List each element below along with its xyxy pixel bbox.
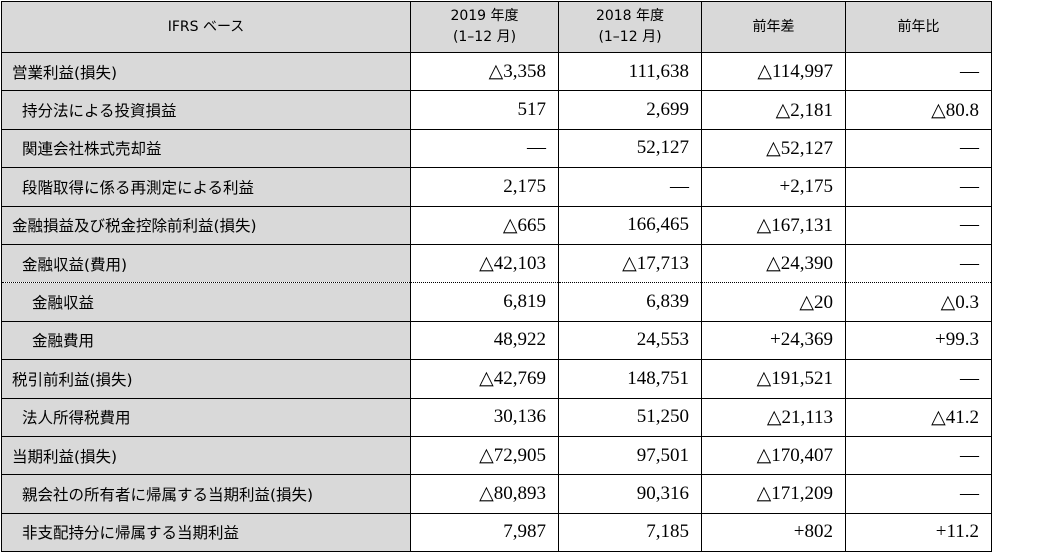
table-row: 法人所得税費用 30,136 51,250 △21,113 △41.2	[1, 397, 992, 437]
cell-ratio: △0.3	[845, 282, 992, 322]
cell-fy2019: 2,175	[410, 167, 559, 207]
row-label: 金融損益及び税金控除前利益(損失)	[1, 205, 411, 245]
cell-fy2018: 51,250	[558, 397, 702, 437]
table-row: 金融収益(費用) △42,103 △17,713 △24,390 —	[1, 243, 992, 284]
table-row: 金融損益及び税金控除前利益(損失) △665 166,465 △167,131 …	[1, 205, 992, 245]
header-fy2019: 2019 年度 (1–12 月)	[410, 1, 559, 53]
cell-ratio: —	[845, 243, 992, 284]
cell-fy2018: 97,501	[558, 435, 702, 476]
financial-table: IFRS ベース 2019 年度 (1–12 月) 2018 年度 (1–12 …	[1, 1, 992, 553]
cell-ratio: +99.3	[845, 320, 992, 361]
cell-diff: +24,369	[701, 320, 846, 361]
cell-fy2018: 148,751	[558, 359, 702, 399]
cell-fy2019: 6,819	[410, 282, 559, 322]
header-fy2019-line1: 2019 年度	[450, 8, 519, 24]
cell-fy2018: 52,127	[558, 128, 702, 169]
cell-diff: △191,521	[701, 359, 846, 399]
header-row: IFRS ベース 2019 年度 (1–12 月) 2018 年度 (1–12 …	[1, 1, 992, 53]
row-label: 当期利益(損失)	[1, 435, 411, 476]
cell-fy2019: —	[410, 128, 559, 169]
row-label: 営業利益(損失)	[1, 51, 411, 92]
cell-ratio: △80.8	[845, 90, 992, 130]
cell-ratio: +11.2	[845, 512, 992, 553]
cell-diff: △167,131	[701, 205, 846, 245]
cell-fy2018: 166,465	[558, 205, 702, 245]
cell-diff: +2,175	[701, 167, 846, 207]
row-label: 税引前利益(損失)	[1, 359, 411, 399]
cell-fy2018: 2,699	[558, 90, 702, 130]
cell-fy2019: 48,922	[410, 320, 559, 361]
header-diff: 前年差	[701, 1, 846, 53]
cell-diff: △114,997	[701, 51, 846, 92]
cell-diff: △2,181	[701, 90, 846, 130]
cell-diff: +802	[701, 512, 846, 553]
cell-fy2019: △3,358	[410, 51, 559, 92]
header-ratio: 前年比	[845, 1, 992, 53]
cell-fy2019: △42,769	[410, 359, 559, 399]
cell-diff: △52,127	[701, 128, 846, 169]
row-label: 金融収益	[1, 282, 411, 322]
cell-ratio: —	[845, 128, 992, 169]
cell-fy2018: —	[558, 167, 702, 207]
cell-fy2018: 24,553	[558, 320, 702, 361]
table-row: 親会社の所有者に帰属する当期利益(損失) △80,893 90,316 △171…	[1, 474, 992, 514]
table-row: 持分法による投資損益 517 2,699 △2,181 △80.8	[1, 90, 992, 130]
cell-ratio: —	[845, 167, 992, 207]
cell-ratio: —	[845, 359, 992, 399]
row-label: 金融収益(費用)	[1, 243, 411, 284]
table-row: 金融費用 48,922 24,553 +24,369 +99.3	[1, 320, 992, 361]
cell-diff: △171,209	[701, 474, 846, 514]
cell-fy2018: 90,316	[558, 474, 702, 514]
table-row: 営業利益(損失) △3,358 111,638 △114,997 —	[1, 51, 992, 92]
cell-fy2019: △80,893	[410, 474, 559, 514]
table-row: 関連会社株式売却益 — 52,127 △52,127 —	[1, 128, 992, 169]
cell-ratio: △41.2	[845, 397, 992, 437]
cell-ratio: —	[845, 205, 992, 245]
header-fy2019-line2: (1–12 月)	[452, 29, 517, 45]
row-label: 関連会社株式売却益	[1, 128, 411, 169]
row-label: 非支配持分に帰属する当期利益	[1, 512, 411, 553]
cell-fy2019: △665	[410, 205, 559, 245]
cell-fy2018: 6,839	[558, 282, 702, 322]
header-fy2018-line1: 2018 年度	[595, 8, 665, 24]
row-label: 段階取得に係る再測定による利益	[1, 167, 411, 207]
cell-diff: △20	[701, 282, 846, 322]
table-row: 当期利益(損失) △72,905 97,501 △170,407 —	[1, 435, 992, 476]
cell-fy2019: 7,987	[410, 512, 559, 553]
table-row: 段階取得に係る再測定による利益 2,175 — +2,175 —	[1, 167, 992, 207]
cell-fy2018: 111,638	[558, 51, 702, 92]
cell-fy2019: △42,103	[410, 243, 559, 284]
cell-diff: △170,407	[701, 435, 846, 476]
cell-fy2019: △72,905	[410, 435, 559, 476]
table-row: 非支配持分に帰属する当期利益 7,987 7,185 +802 +11.2	[1, 512, 992, 553]
row-label: 親会社の所有者に帰属する当期利益(損失)	[1, 474, 411, 514]
header-fy2018: 2018 年度 (1–12 月)	[558, 1, 702, 53]
table-row: 税引前利益(損失) △42,769 148,751 △191,521 —	[1, 359, 992, 399]
header-fy2018-line2: (1–12 月)	[598, 29, 662, 45]
cell-diff: △24,390	[701, 243, 846, 284]
cell-fy2019: 517	[410, 90, 559, 130]
row-label: 法人所得税費用	[1, 397, 411, 437]
cell-fy2018: △17,713	[558, 243, 702, 284]
row-label: 持分法による投資損益	[1, 90, 411, 130]
row-label: 金融費用	[1, 320, 411, 361]
cell-ratio: —	[845, 51, 992, 92]
cell-ratio: —	[845, 474, 992, 514]
table-row: 金融収益 6,819 6,839 △20 △0.3	[1, 282, 992, 322]
cell-fy2018: 7,185	[558, 512, 702, 553]
header-basis: IFRS ベース	[1, 1, 411, 53]
cell-ratio: —	[845, 435, 992, 476]
cell-diff: △21,113	[701, 397, 846, 437]
cell-fy2019: 30,136	[410, 397, 559, 437]
